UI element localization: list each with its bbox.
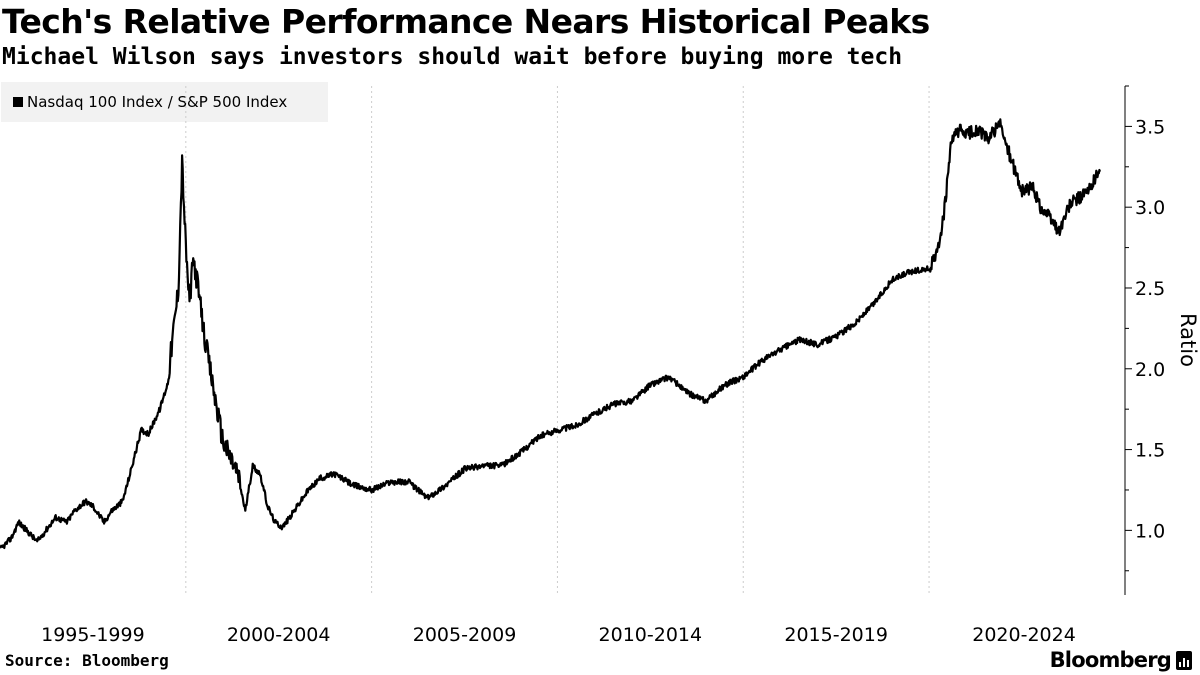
- x-tick-label: 2020-2024: [972, 624, 1076, 646]
- x-tick-label: 2000-2004: [227, 624, 331, 646]
- bar-chart-icon: [1176, 650, 1192, 670]
- gridlines: [185, 86, 930, 595]
- brand-name: Bloomberg: [1049, 648, 1172, 672]
- series: [0, 118, 1102, 550]
- series-line-0: [0, 118, 1102, 550]
- y-tick-label: 2.5: [1135, 278, 1165, 300]
- x-tick-label: 1995-1999: [41, 624, 145, 646]
- x-tick-label: 2015-2019: [784, 624, 888, 646]
- chart-title: Tech's Relative Performance Nears Histor…: [2, 2, 930, 41]
- y-tick-label: 1.0: [1135, 520, 1165, 542]
- y-tick-label: 1.5: [1135, 440, 1165, 462]
- y-tick-label: 3.0: [1135, 197, 1165, 219]
- legend-label: Nasdaq 100 Index / S&P 500 Index: [27, 93, 288, 111]
- y-axis-label: Ratio: [1176, 313, 1200, 367]
- x-tick-label: 2010-2014: [599, 624, 703, 646]
- chart-subtitle: Michael Wilson says investors should wai…: [2, 44, 903, 70]
- y-tick-label: 2.0: [1135, 359, 1165, 381]
- y-ticks: 1.0 1.5 2.0 2.5 3.0 3.5: [1125, 85, 1165, 572]
- x-tick-labels: 1995-1999 2000-2004 2005-2009 2010-2014 2015…: [41, 624, 1076, 646]
- x-tick-label: 2005-2009: [413, 624, 517, 646]
- source-note: Source: Bloomberg: [5, 651, 169, 670]
- y-tick-label: 3.5: [1135, 116, 1165, 138]
- brand-logo: Bloomberg: [1050, 648, 1192, 672]
- legend-swatch: [13, 97, 23, 107]
- legend: Nasdaq 100 Index / S&P 500 Index: [1, 82, 328, 122]
